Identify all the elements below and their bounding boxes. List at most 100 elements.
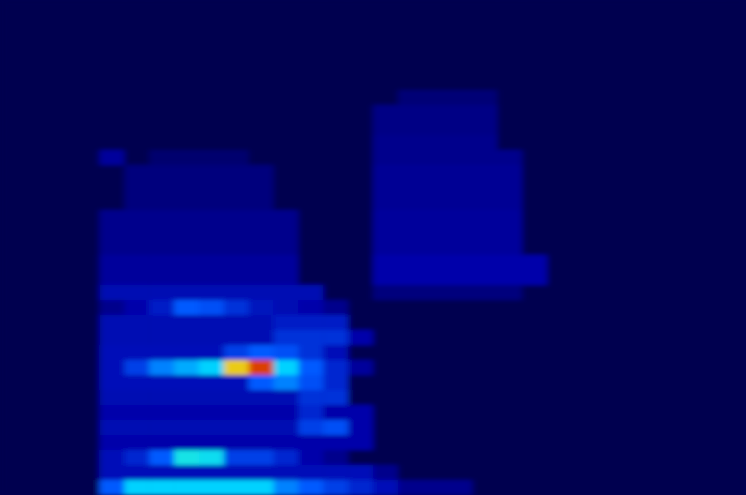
heatmap-cell — [249, 105, 274, 121]
heatmap-cell — [174, 165, 199, 181]
heatmap-cell — [547, 435, 572, 451]
heatmap-cell — [696, 225, 721, 241]
heatmap-cell — [622, 90, 647, 106]
heatmap-cell — [373, 435, 398, 451]
heatmap-cell — [696, 420, 721, 436]
heatmap-cell — [124, 165, 149, 181]
heatmap-cell — [448, 120, 473, 136]
heatmap-cell — [149, 480, 174, 495]
heatmap-cell — [174, 480, 199, 495]
heatmap-cell — [423, 330, 448, 346]
heatmap-cell — [647, 225, 672, 241]
heatmap-cell — [149, 195, 174, 211]
heatmap-cell — [174, 285, 199, 301]
heatmap-cell — [174, 75, 199, 91]
heatmap-cell — [99, 60, 124, 76]
heatmap-cell — [25, 300, 50, 316]
heatmap-cell — [75, 135, 100, 151]
heatmap-cell — [696, 390, 721, 406]
heatmap-cell — [298, 0, 323, 16]
heatmap-cell — [721, 150, 746, 166]
heatmap-cell — [647, 450, 672, 466]
heatmap-cell — [274, 405, 299, 421]
heatmap-cell — [0, 315, 25, 331]
heatmap-cell — [547, 270, 572, 286]
heatmap-cell — [298, 285, 323, 301]
heatmap-cell — [398, 75, 423, 91]
heatmap-cell — [472, 60, 497, 76]
heatmap-cell — [622, 240, 647, 256]
heatmap-cell — [50, 300, 75, 316]
heatmap-cell — [398, 120, 423, 136]
heatmap-cell — [696, 105, 721, 121]
heatmap-cell — [75, 390, 100, 406]
heatmap-cell — [348, 210, 373, 226]
heatmap-cell — [423, 105, 448, 121]
heatmap-cell — [149, 15, 174, 31]
heatmap-cell — [647, 390, 672, 406]
heatmap-cell — [671, 285, 696, 301]
heatmap-cell — [448, 270, 473, 286]
heatmap-cell — [547, 360, 572, 376]
heatmap-cell — [50, 135, 75, 151]
heatmap-cell — [0, 450, 25, 466]
heatmap-cell — [149, 420, 174, 436]
heatmap-cell — [199, 120, 224, 136]
heatmap-cell — [597, 450, 622, 466]
heatmap-cell — [99, 285, 124, 301]
heatmap-cell — [274, 210, 299, 226]
heatmap-cell — [149, 360, 174, 376]
heatmap-cell — [199, 150, 224, 166]
heatmap-cell — [0, 375, 25, 391]
heatmap-cell — [274, 465, 299, 481]
heatmap-cell — [472, 45, 497, 61]
heatmap-cell — [647, 480, 672, 495]
heatmap-cell — [149, 315, 174, 331]
heatmap-cell — [647, 330, 672, 346]
heatmap-cell — [622, 255, 647, 271]
heatmap-cell — [373, 360, 398, 376]
heatmap-cell — [199, 465, 224, 481]
heatmap-cell — [398, 150, 423, 166]
heatmap-cell — [25, 420, 50, 436]
heatmap-cell — [149, 150, 174, 166]
heatmap-cell — [647, 60, 672, 76]
heatmap-cell — [597, 345, 622, 361]
heatmap-cell — [472, 315, 497, 331]
heatmap-cell — [572, 285, 597, 301]
heatmap-cell — [149, 0, 174, 16]
heatmap-cell — [99, 120, 124, 136]
heatmap-cell — [174, 210, 199, 226]
heatmap-cell — [497, 90, 522, 106]
heatmap-cell — [149, 210, 174, 226]
heatmap-cell — [721, 210, 746, 226]
heatmap-cell — [298, 450, 323, 466]
heatmap-cell — [25, 30, 50, 46]
heatmap-cell — [721, 405, 746, 421]
heatmap-cell — [696, 480, 721, 495]
heatmap-cell — [696, 240, 721, 256]
heatmap-cell — [249, 45, 274, 61]
heatmap-cell — [298, 75, 323, 91]
heatmap-cell — [174, 90, 199, 106]
heatmap-cell — [497, 165, 522, 181]
heatmap-cell — [423, 435, 448, 451]
heatmap-cell — [497, 120, 522, 136]
heatmap-cell — [497, 285, 522, 301]
heatmap-cell — [75, 420, 100, 436]
heatmap-cell — [25, 465, 50, 481]
heatmap-cell — [597, 300, 622, 316]
heatmap-cell — [647, 75, 672, 91]
heatmap-cell — [423, 30, 448, 46]
heatmap-cell — [25, 330, 50, 346]
heatmap-cell — [348, 435, 373, 451]
heatmap-cell — [124, 60, 149, 76]
heatmap-cell — [174, 15, 199, 31]
heatmap-cell — [423, 345, 448, 361]
heatmap-cell — [50, 270, 75, 286]
heatmap-cell — [647, 345, 672, 361]
heatmap-cell — [696, 135, 721, 151]
heatmap-cell — [522, 60, 547, 76]
heatmap-cells — [0, 0, 746, 495]
heatmap-cell — [522, 225, 547, 241]
